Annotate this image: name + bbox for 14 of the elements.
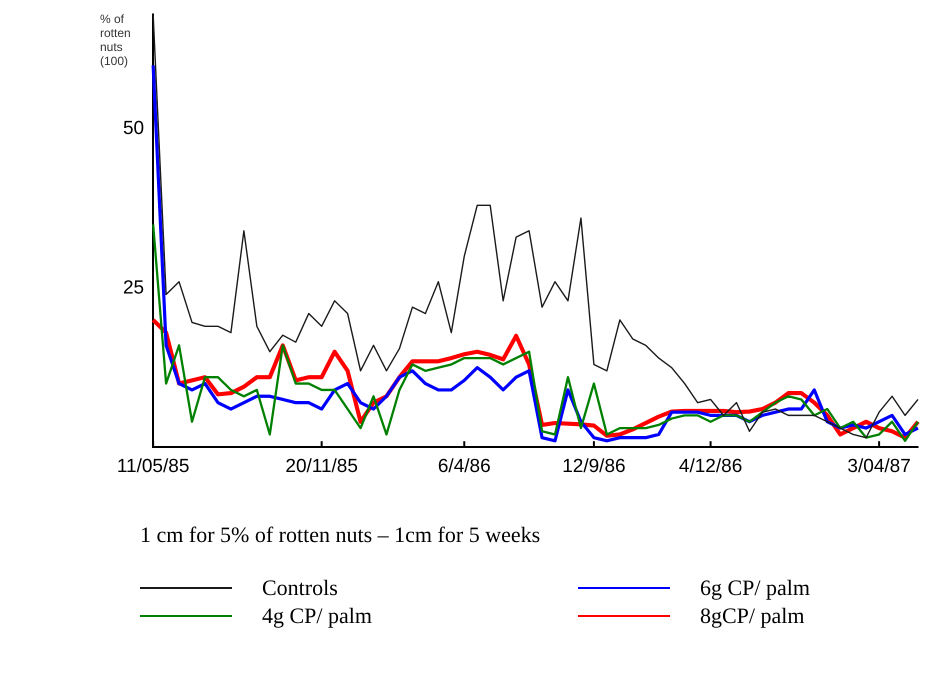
- legend-label: 4g CP/ palm: [262, 603, 372, 629]
- text: 1 cm for 5% of rotten nuts – 1cm for 5 weeks: [140, 522, 540, 548]
- x-tick-label: 6/4/86: [438, 456, 491, 477]
- legend-label: 6g CP/ palm: [700, 575, 812, 601]
- x-tick-label: 20/11/85: [285, 456, 358, 477]
- y-axis-title: % of rotten nuts (100): [100, 12, 132, 68]
- y-tick-label: 50: [122, 118, 144, 140]
- x-tick-label: 12/9/86: [562, 456, 626, 477]
- x-tick-label: 3/04/87: [847, 456, 911, 477]
- x-tick-label: 4/12/86: [678, 456, 742, 477]
- y-tick-label: 25: [122, 277, 144, 298]
- x-tick-label: 11/05/85: [116, 456, 190, 477]
- legend-label: 8gCP/ palm: [700, 603, 806, 629]
- legend-label: Controls: [262, 575, 338, 601]
